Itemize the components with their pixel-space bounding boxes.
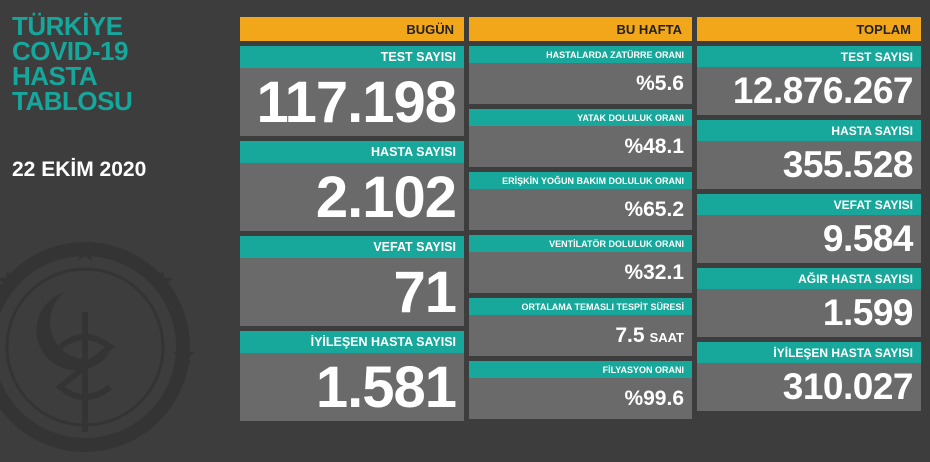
card-value: 117.198	[256, 69, 457, 135]
card-label: YATAK DOLULUK ORANI	[469, 109, 692, 126]
card-label: TEST SAYISI	[697, 46, 921, 67]
total-death-card: VEFAT SAYISI 9.584	[697, 194, 921, 263]
card-value: 355.528	[782, 144, 914, 185]
card-label: FİLYASYON ORANI	[469, 361, 692, 378]
title-line: COVID-19	[12, 36, 128, 66]
card-value: 310.027	[782, 366, 914, 407]
total-test-card: TEST SAYISI 12.876.267	[697, 46, 921, 115]
card-label: ORTALAMA TEMASLI TESPİT SÜRESİ	[469, 298, 692, 315]
week-header: BU HAFTA	[469, 17, 692, 41]
today-recovered-card: İYİLEŞEN HASTA SAYISI 1.581	[240, 331, 464, 421]
title-line: TABLOSU	[12, 86, 133, 116]
week-bed-card: YATAK DOLULUK ORANI %48.1	[469, 109, 692, 167]
card-value: 71	[393, 259, 457, 325]
card-label: AĞIR HASTA SAYISI	[697, 268, 921, 289]
today-death-card: VEFAT SAYISI 71	[240, 236, 464, 326]
value-text: 7.5	[615, 323, 645, 347]
total-case-card: HASTA SAYISI 355.528	[697, 120, 921, 189]
value-unit: SAAT	[649, 330, 684, 345]
card-value: 1.581	[315, 354, 457, 420]
card-label: İYİLEŞEN HASTA SAYISI	[697, 342, 921, 363]
card-value: 2.102	[315, 164, 457, 230]
ministry-emblem-icon	[0, 240, 195, 452]
card-value: %99.6	[469, 378, 692, 419]
card-value: %48.1	[469, 126, 692, 167]
week-contact-time-card: ORTALAMA TEMASLI TESPİT SÜRESİ 7.5 SAAT	[469, 298, 692, 356]
today-case-card: HASTA SAYISI 2.102	[240, 141, 464, 231]
today-column: BUGÜN TEST SAYISI 117.198 HASTA SAYISI 2…	[240, 17, 464, 426]
week-icu-card: ERİŞKİN YOĞUN BAKIM DOLULUK ORANI %65.2	[469, 172, 692, 230]
total-header: TOPLAM	[697, 17, 921, 41]
card-label: HASTALARDA ZATÜRRE ORANI	[469, 46, 692, 63]
week-column: BU HAFTA HASTALARDA ZATÜRRE ORANI %5.6 Y…	[469, 17, 692, 424]
card-value: %32.1	[469, 252, 692, 293]
card-value: %65.2	[469, 189, 692, 230]
week-ventilator-card: VENTİLATÖR DOLULUK ORANI %32.1	[469, 235, 692, 293]
value-text: %65.2	[624, 197, 684, 221]
card-value: 7.5 SAAT	[469, 315, 692, 356]
total-recovered-card: İYİLEŞEN HASTA SAYISI 310.027	[697, 342, 921, 411]
card-label: HASTA SAYISI	[240, 141, 464, 163]
card-label: VEFAT SAYISI	[240, 236, 464, 258]
card-label: HASTA SAYISI	[697, 120, 921, 141]
today-test-card: TEST SAYISI 117.198	[240, 46, 464, 136]
value-text: %5.6	[636, 71, 684, 95]
card-label: İYİLEŞEN HASTA SAYISI	[240, 331, 464, 353]
total-column: TOPLAM TEST SAYISI 12.876.267 HASTA SAYI…	[697, 17, 921, 416]
card-label: TEST SAYISI	[240, 46, 464, 68]
card-value: 12.876.267	[732, 70, 914, 111]
total-critical-card: AĞIR HASTA SAYISI 1.599	[697, 268, 921, 337]
value-text: %48.1	[624, 134, 684, 158]
card-value: %5.6	[469, 63, 692, 104]
value-text: %99.6	[624, 386, 684, 410]
card-label: VEFAT SAYISI	[697, 194, 921, 215]
card-value: 1.599	[822, 292, 914, 333]
week-filiation-card: FİLYASYON ORANI %99.6	[469, 361, 692, 419]
title-line: HASTA	[12, 61, 98, 91]
week-pneumonia-card: HASTALARDA ZATÜRRE ORANI %5.6	[469, 46, 692, 104]
card-value: 9.584	[822, 218, 914, 259]
card-label: ERİŞKİN YOĞUN BAKIM DOLULUK ORANI	[469, 172, 692, 189]
today-header: BUGÜN	[240, 17, 464, 41]
report-date: 22 EKİM 2020	[12, 158, 147, 181]
value-text: %32.1	[624, 260, 684, 284]
card-label: VENTİLATÖR DOLULUK ORANI	[469, 235, 692, 252]
title-line: TÜRKİYE	[12, 11, 123, 41]
dashboard-title: TÜRKİYE COVID-19 HASTA TABLOSU	[12, 11, 133, 116]
